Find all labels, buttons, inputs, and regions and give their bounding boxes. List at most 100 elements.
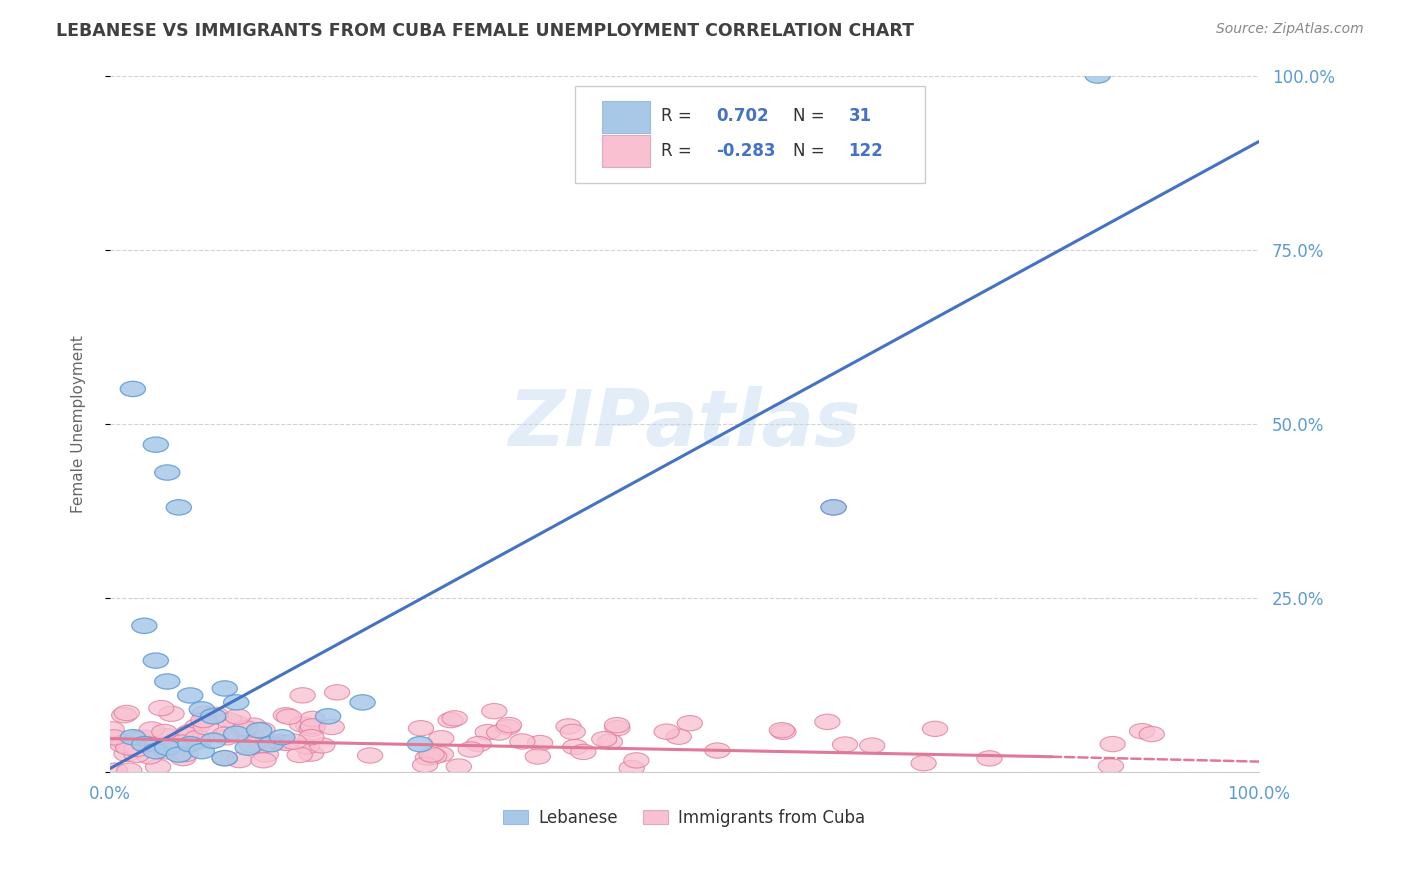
Text: N =: N =: [793, 107, 825, 125]
Ellipse shape: [769, 723, 794, 738]
Ellipse shape: [225, 709, 250, 724]
FancyBboxPatch shape: [602, 136, 650, 168]
Ellipse shape: [294, 739, 319, 754]
Ellipse shape: [152, 724, 177, 739]
Ellipse shape: [193, 720, 218, 735]
Ellipse shape: [152, 737, 177, 753]
Ellipse shape: [1129, 723, 1154, 739]
Ellipse shape: [486, 725, 512, 740]
Ellipse shape: [214, 730, 239, 745]
Ellipse shape: [295, 718, 321, 734]
Ellipse shape: [299, 711, 325, 727]
Ellipse shape: [233, 721, 259, 736]
Ellipse shape: [527, 735, 553, 751]
Ellipse shape: [239, 738, 264, 753]
Ellipse shape: [922, 721, 948, 737]
Ellipse shape: [562, 739, 588, 755]
Ellipse shape: [217, 713, 242, 728]
Ellipse shape: [301, 719, 326, 734]
Ellipse shape: [253, 747, 278, 762]
Ellipse shape: [298, 730, 323, 745]
Ellipse shape: [114, 706, 139, 721]
Ellipse shape: [1098, 758, 1123, 773]
Ellipse shape: [103, 763, 128, 779]
Text: LEBANESE VS IMMIGRANTS FROM CUBA FEMALE UNEMPLOYMENT CORRELATION CHART: LEBANESE VS IMMIGRANTS FROM CUBA FEMALE …: [56, 22, 914, 40]
Ellipse shape: [273, 707, 298, 723]
Ellipse shape: [110, 738, 135, 753]
Ellipse shape: [309, 738, 335, 753]
Ellipse shape: [419, 747, 444, 763]
Ellipse shape: [482, 704, 508, 719]
Text: Source: ZipAtlas.com: Source: ZipAtlas.com: [1216, 22, 1364, 37]
Ellipse shape: [114, 747, 139, 762]
Ellipse shape: [821, 500, 846, 515]
Ellipse shape: [446, 759, 471, 774]
Ellipse shape: [132, 618, 157, 633]
Ellipse shape: [437, 713, 463, 728]
Ellipse shape: [357, 747, 382, 764]
Ellipse shape: [124, 747, 149, 763]
FancyBboxPatch shape: [602, 101, 650, 133]
Ellipse shape: [678, 715, 703, 731]
Ellipse shape: [149, 700, 174, 715]
Ellipse shape: [173, 747, 198, 762]
Ellipse shape: [571, 744, 596, 760]
Ellipse shape: [704, 743, 730, 758]
Ellipse shape: [510, 734, 534, 749]
Ellipse shape: [250, 738, 276, 753]
Ellipse shape: [190, 702, 214, 717]
Ellipse shape: [429, 747, 454, 762]
Ellipse shape: [120, 381, 145, 397]
Ellipse shape: [560, 724, 585, 739]
Ellipse shape: [132, 735, 157, 751]
Ellipse shape: [222, 715, 247, 731]
Text: R =: R =: [661, 107, 692, 125]
Ellipse shape: [98, 722, 124, 737]
Ellipse shape: [131, 730, 156, 745]
Ellipse shape: [101, 730, 127, 745]
Ellipse shape: [526, 749, 550, 764]
Ellipse shape: [814, 714, 839, 730]
Ellipse shape: [654, 724, 679, 739]
Ellipse shape: [422, 748, 447, 764]
Ellipse shape: [832, 737, 858, 752]
Ellipse shape: [350, 695, 375, 710]
Ellipse shape: [246, 723, 271, 738]
Ellipse shape: [226, 753, 252, 768]
Ellipse shape: [224, 726, 249, 741]
Ellipse shape: [124, 741, 149, 756]
Ellipse shape: [290, 716, 315, 732]
Ellipse shape: [276, 709, 301, 724]
Ellipse shape: [193, 706, 218, 722]
Ellipse shape: [299, 722, 325, 737]
Ellipse shape: [231, 722, 256, 737]
Ellipse shape: [152, 737, 177, 752]
Ellipse shape: [145, 738, 170, 753]
Ellipse shape: [143, 744, 169, 759]
Ellipse shape: [250, 753, 276, 768]
Ellipse shape: [165, 735, 190, 750]
Ellipse shape: [441, 711, 467, 726]
Ellipse shape: [235, 740, 260, 756]
Ellipse shape: [821, 500, 846, 515]
Y-axis label: Female Unemployment: Female Unemployment: [72, 334, 86, 513]
Ellipse shape: [298, 746, 323, 761]
Ellipse shape: [666, 729, 692, 745]
Text: R =: R =: [661, 142, 692, 160]
Text: 122: 122: [848, 142, 883, 160]
Ellipse shape: [415, 750, 440, 765]
Ellipse shape: [429, 731, 454, 746]
Ellipse shape: [136, 748, 162, 764]
Ellipse shape: [605, 721, 630, 736]
Ellipse shape: [212, 750, 238, 765]
Ellipse shape: [267, 734, 292, 750]
Ellipse shape: [132, 737, 157, 752]
Ellipse shape: [859, 738, 884, 753]
Ellipse shape: [177, 724, 202, 739]
FancyBboxPatch shape: [575, 86, 925, 184]
Ellipse shape: [145, 759, 170, 774]
Ellipse shape: [111, 735, 136, 750]
Ellipse shape: [201, 733, 226, 748]
Ellipse shape: [977, 751, 1002, 766]
Ellipse shape: [143, 653, 169, 668]
